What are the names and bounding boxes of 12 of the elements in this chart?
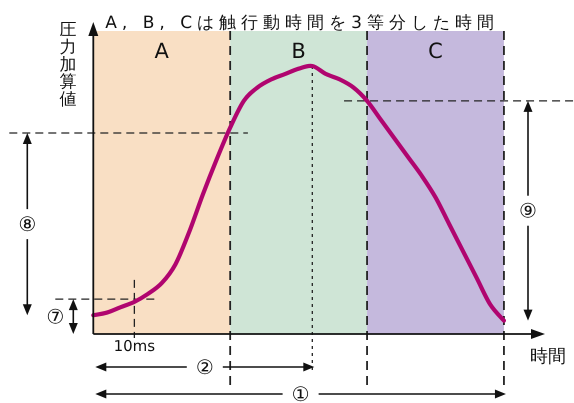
- text: ⑨: [519, 198, 537, 223]
- text: 10ms: [114, 337, 156, 355]
- y-axis-title: 圧力加算値: [60, 20, 76, 110]
- x-axis-title: 時間: [530, 346, 566, 367]
- text: ⑦: [46, 304, 64, 329]
- text: ②: [196, 355, 214, 379]
- text: ⑧: [18, 212, 36, 236]
- text: B: [291, 39, 306, 63]
- text: C: [428, 39, 443, 63]
- text: ①: [292, 382, 310, 403]
- text: A: [154, 39, 170, 63]
- chart-title: A, B, Cは触行動時間を3等分した時間: [105, 13, 499, 33]
